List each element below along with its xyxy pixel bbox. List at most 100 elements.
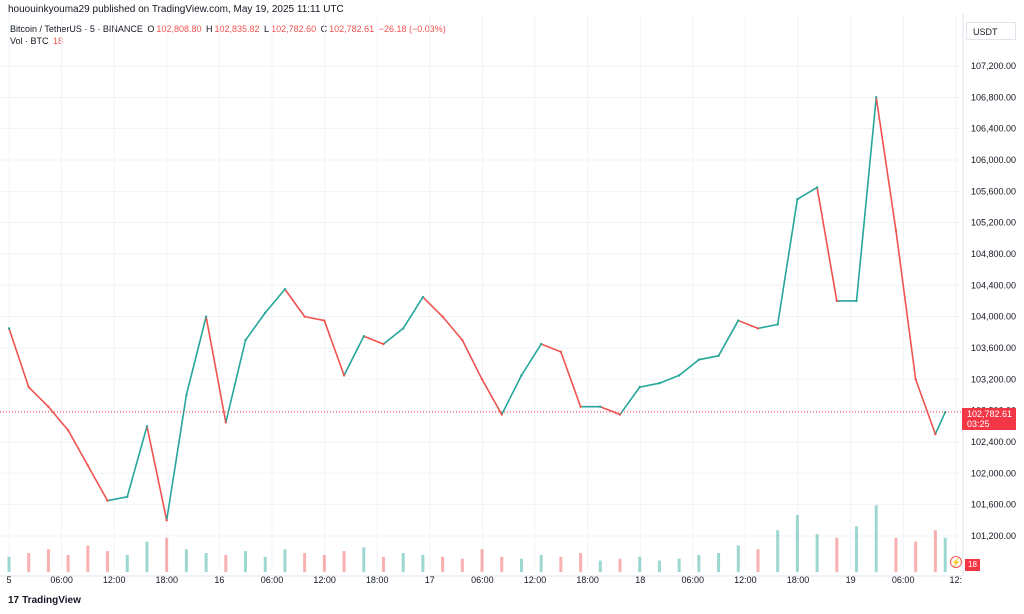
price-point — [697, 358, 701, 361]
volume-bar — [381, 556, 385, 572]
price-segment — [303, 315, 326, 322]
volume-bar — [717, 553, 721, 572]
volume-bar — [480, 549, 484, 572]
x-tick-label: 06:00 — [471, 575, 494, 585]
volume-bar — [342, 551, 346, 572]
volume-bar — [697, 554, 701, 572]
x-tick-label: 18:00 — [366, 575, 389, 585]
volume-bar — [618, 558, 622, 572]
bar-countdown: 03:25 — [967, 419, 990, 429]
price-point — [480, 378, 484, 381]
y-tick-label: 104,400.00 — [971, 280, 1016, 290]
price-segment — [225, 339, 247, 424]
x-tick-label: 5 — [6, 575, 11, 585]
volume-bar — [27, 553, 31, 572]
volume-bar — [598, 560, 602, 572]
price-point — [264, 311, 267, 314]
volume-bar — [559, 556, 563, 572]
price-point — [204, 315, 208, 318]
price-segment — [737, 319, 759, 330]
price-point — [934, 432, 937, 436]
volume-bar — [638, 556, 642, 572]
price-point — [618, 413, 622, 416]
price-segment — [106, 495, 129, 502]
volume-bar — [736, 545, 740, 572]
volume-bar — [894, 537, 898, 572]
volume-bar — [460, 558, 464, 572]
price-point — [717, 354, 720, 358]
y-tick-label: 101,600.00 — [971, 500, 1016, 510]
price-point — [106, 499, 109, 502]
price-segment — [875, 96, 897, 232]
volume-label[interactable]: Vol · BTC — [10, 36, 49, 46]
price-point — [776, 323, 779, 326]
tradingview-logo-icon: 17 — [8, 595, 20, 606]
price-point — [382, 342, 385, 346]
lightning-icon[interactable]: ⚡ — [950, 556, 962, 568]
volume-bar — [184, 549, 188, 572]
price-segment — [619, 386, 641, 416]
price-point — [323, 319, 326, 322]
volume-bar — [106, 551, 110, 572]
volume-bar — [86, 545, 90, 572]
last-price-tag: 102,782.61 03:25 — [962, 408, 1016, 430]
price-segment — [638, 382, 661, 388]
low-value: 102,782.60 — [271, 24, 317, 34]
price-point — [520, 374, 523, 377]
volume-bar — [441, 556, 445, 572]
volume-bar — [795, 515, 799, 572]
price-point — [27, 385, 30, 389]
price-segment — [816, 186, 838, 302]
price-point — [579, 405, 582, 408]
price-point — [165, 519, 168, 522]
volume-bar — [776, 530, 780, 572]
price-segment — [914, 378, 937, 435]
price-point — [539, 342, 543, 346]
tradingview-footer[interactable]: 17 TradingView — [8, 595, 81, 606]
price-segment — [855, 96, 878, 302]
symbol-label[interactable]: Bitcoin / TetherUS · 5 · BINANCE — [10, 24, 143, 34]
y-tick-label: 102,400.00 — [971, 437, 1016, 447]
price-point — [815, 186, 819, 189]
x-tick-label: 18 — [635, 575, 645, 585]
close-value: 102,782.61 — [329, 24, 375, 34]
price-point — [894, 229, 898, 232]
price-segment — [678, 358, 700, 377]
price-segment — [776, 198, 799, 326]
price-point — [835, 299, 839, 303]
x-tick-label: 12:00 — [524, 575, 547, 585]
price-point — [401, 327, 405, 330]
y-tick-label: 106,400.00 — [971, 124, 1016, 134]
y-tick-label: 103,600.00 — [971, 343, 1016, 353]
y-tick-label: 104,800.00 — [971, 249, 1016, 259]
price-segment — [27, 386, 50, 408]
low-label: L — [264, 24, 270, 34]
high-value: 102,835.82 — [214, 24, 260, 34]
price-segment — [67, 429, 89, 467]
x-tick-label: 18:00 — [787, 575, 810, 585]
price-point — [86, 464, 90, 467]
published-line: hououinkyouma29 published on TradingView… — [8, 4, 344, 15]
price-point — [756, 327, 760, 330]
volume-bar — [756, 549, 760, 572]
currency-selector[interactable]: USDT — [966, 22, 1016, 40]
price-segment — [560, 351, 582, 408]
price-point — [914, 378, 917, 381]
price-segment — [500, 374, 523, 416]
price-point — [126, 495, 129, 498]
price-segment — [796, 186, 818, 200]
volume-bar — [933, 530, 937, 572]
volume-bar — [263, 556, 267, 572]
price-segment — [461, 339, 483, 381]
x-tick-label: 12:00 — [313, 575, 336, 585]
price-segment — [658, 374, 680, 385]
price-point — [7, 327, 11, 330]
price-segment — [402, 296, 424, 330]
price-segment — [8, 327, 30, 388]
price-point — [224, 421, 228, 424]
x-tick-label: 06:00 — [50, 575, 73, 585]
volume-bar — [362, 547, 366, 572]
change-value: −26.18 (−0.03%) — [378, 24, 446, 34]
price-segment — [87, 464, 109, 502]
